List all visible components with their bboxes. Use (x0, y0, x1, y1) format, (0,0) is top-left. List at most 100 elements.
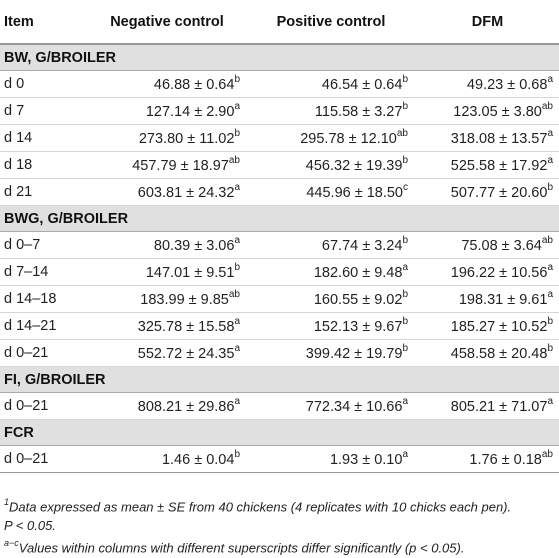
table-cell: 295.78 ± 12.10ab (246, 124, 416, 152)
table-cell: 325.78 ± 15.58a (88, 312, 246, 340)
cell-value: 152.13 ± 9.67 (313, 318, 403, 335)
cell-value: 127.14 ± 2.90 (145, 103, 235, 120)
table-cell: 67.74 ± 3.24b (246, 231, 416, 259)
cell-superscript: a (547, 74, 553, 86)
row-item-label: d 14–18 (0, 285, 88, 313)
table-cell: 75.08 ± 3.64ab (416, 231, 559, 259)
table-row: d 0–21 1.46 ± 0.04b 1.93 ± 0.10a 1.76 ± 0.1… (0, 445, 559, 473)
row-item-label: d 0–7 (0, 231, 88, 259)
cell-superscript: b (402, 235, 408, 247)
row-item-label: d 0 (0, 70, 88, 98)
cell-superscript: a (402, 396, 408, 408)
cell-superscript: b (402, 316, 408, 328)
cell-value: 273.80 ± 11.02 (138, 130, 235, 147)
row-item-label: d 21 (0, 178, 88, 206)
table-row: d 21 603.81 ± 24.32a 445.96 ± 18.50c 507.77… (0, 178, 559, 206)
header-negative-control: Negative control (110, 13, 224, 30)
section-title: BWG, G/BROILER (0, 205, 559, 232)
cell-superscript: a (547, 396, 553, 408)
table-cell: 123.05 ± 3.80ab (416, 97, 559, 125)
footnote-marker: a−c (4, 538, 19, 549)
cell-superscript: a (234, 101, 240, 113)
table-cell: 457.79 ± 18.97ab (88, 151, 246, 179)
section-title: FI, G/BROILER (0, 366, 559, 393)
row-item-label: d 0–21 (0, 445, 88, 473)
cell-value: 325.78 ± 15.58 (137, 318, 235, 335)
table-row: d 7 127.14 ± 2.90a 115.58 ± 3.27b 123.05 ± … (0, 97, 559, 125)
cell-value: 456.32 ± 19.39 (305, 157, 403, 174)
table-cell: 318.08 ± 13.57a (416, 124, 559, 152)
cell-superscript: ab (228, 289, 240, 301)
table-cell: 1.76 ± 0.18ab (416, 445, 559, 473)
cell-value: 80.39 ± 3.06 (153, 237, 235, 254)
footnote-text: Data expressed as mean ± SE from 40 chic… (9, 499, 512, 515)
cell-value: 196.22 ± 10.56 (450, 264, 548, 281)
table-cell: 198.31 ± 9.61a (416, 285, 559, 313)
cell-value: 183.99 ± 9.85 (140, 291, 229, 308)
row-item-label: d 7–14 (0, 258, 88, 286)
cell-value: 115.58 ± 3.27 (314, 103, 403, 120)
table-body: BW, G/BROILER d 0 46.88 ± 0.64 b 46.54 ± 0.6… (0, 43, 559, 473)
table-row: d 0–7 80.39 ± 3.06a 67.74 ± 3.24b 75.08 ± 3… (0, 231, 559, 259)
cell-superscript: a (547, 128, 553, 140)
cell-value: 318.08 ± 13.57 (450, 130, 548, 147)
cell-superscript: b (547, 343, 553, 355)
cell-value: 808.21 ± 29.86 (137, 398, 235, 415)
cell-value: 46.88 ± 0.64 (153, 76, 235, 93)
cell-superscript: a (234, 396, 240, 408)
cell-value: 147.01 ± 9.51 (145, 264, 235, 281)
table-cell: 160.55 ± 9.02b (246, 285, 416, 313)
cell-value: 458.58 ± 20.48 (450, 345, 548, 362)
table-cell: 127.14 ± 2.90a (88, 97, 246, 125)
cell-value: 457.79 ± 18.97 (132, 157, 229, 174)
table-cell: 805.21 ± 71.07a (416, 392, 559, 420)
table-cell: 1.46 ± 0.04b (88, 445, 246, 473)
cell-value: 603.81 ± 24.32 (137, 184, 235, 201)
row-item-label: d 18 (0, 151, 88, 179)
cell-value: 525.58 ± 17.92 (450, 157, 548, 174)
cell-superscript: b (234, 128, 240, 140)
table-cell: 147.01 ± 9.51b (88, 258, 246, 286)
table-row: d 14 273.80 ± 11.02b 295.78 ± 12.10ab 318.0… (0, 124, 559, 152)
cell-superscript: b (547, 182, 553, 194)
table-cell: 603.81 ± 24.32a (88, 178, 246, 206)
table-cell: 185.27 ± 10.52b (416, 312, 559, 340)
table-cell: 445.96 ± 18.50c (246, 178, 416, 206)
row-item-label: d 14 (0, 124, 88, 152)
cell-value: 182.60 ± 9.48 (313, 264, 403, 281)
cell-value: 1.46 ± 0.04 (161, 451, 235, 468)
section-header-row: BWG, G/BROILER (0, 205, 559, 232)
section-header-row: BW, G/BROILER (0, 43, 559, 71)
cell-value: 67.74 ± 3.24 (321, 237, 403, 254)
cell-superscript: b (402, 155, 408, 167)
footnote-line: P < 0.05. (4, 516, 556, 535)
cell-value: 75.08 ± 3.64 (461, 237, 542, 254)
cell-superscript: a (402, 262, 408, 274)
table-row: d 0–21 808.21 ± 29.86a 772.34 ± 10.66a 805.… (0, 392, 559, 420)
row-item-label: d 0–21 (0, 339, 88, 367)
header-item: Item (4, 13, 34, 30)
footnote-text: P < 0.05. (4, 518, 56, 534)
cell-value: 123.05 ± 3.80 (453, 103, 542, 120)
table-cell: 772.34 ± 10.66a (246, 392, 416, 420)
cell-superscript: a (547, 155, 553, 167)
section-header-row: FCR (0, 419, 559, 446)
table-cell: 182.60 ± 9.48a (246, 258, 416, 286)
cell-superscript: a (234, 235, 240, 247)
section-title: FCR (0, 419, 559, 446)
cell-value: 1.76 ± 0.18 (469, 451, 542, 468)
data-table: Item Negative control Positive control D… (0, 13, 559, 473)
cell-superscript: a (234, 182, 240, 194)
cell-value: 507.77 ± 20.60 (450, 184, 548, 201)
cell-value: 160.55 ± 9.02 (313, 291, 403, 308)
cell-superscript: b (547, 316, 553, 328)
cell-superscript: a (234, 316, 240, 328)
cell-value: 185.27 ± 10.52 (450, 318, 548, 335)
table-row: d 0–21 552.72 ± 24.35a 399.42 ± 19.79b 458.… (0, 339, 559, 367)
table-cell: 46.54 ± 0.64b (246, 70, 416, 98)
table-cell: 808.21 ± 29.86a (88, 392, 246, 420)
table-cell: 196.22 ± 10.56a (416, 258, 559, 286)
cell-value: 46.54 ± 0.64 (321, 76, 403, 93)
table-row: d 0 46.88 ± 0.64b 46.54 ± 0.64b 49.23 ± 0.6… (0, 70, 559, 98)
